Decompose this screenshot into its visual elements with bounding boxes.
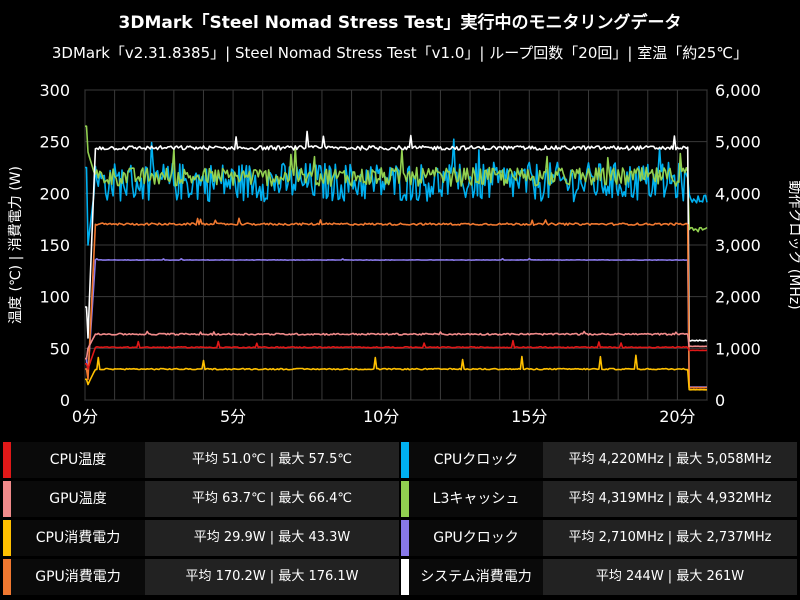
legend-color-swatch — [401, 520, 409, 556]
series-line — [85, 217, 708, 389]
legend-color-swatch — [3, 481, 11, 517]
legend-series-name: システム消費電力 — [409, 559, 543, 595]
y-tick-label: 250 — [39, 133, 70, 152]
x-tick-label: 10分 — [363, 407, 399, 426]
legend-color-swatch — [401, 559, 409, 595]
y-tick-label: 300 — [39, 81, 70, 100]
legend-series-value: 平均 29.9W | 最大 43.3W — [145, 520, 399, 556]
chart-title: 3DMark「Steel Nomad Stress Test」実行中のモニタリン… — [118, 13, 682, 33]
legend-item: システム消費電力 平均 244W | 最大 261W — [401, 559, 797, 595]
x-tick-label: 20分 — [659, 407, 695, 426]
y2-tick-label: 1,000 — [715, 339, 761, 358]
legend-color-swatch — [3, 520, 11, 556]
series-line — [85, 339, 708, 370]
axis-labels: 0 0 50 1,000 100 2,000 150 3,000 200 4,000 250 5,00… — [39, 81, 760, 426]
y2-tick-label: 0 — [715, 391, 725, 410]
legend-item: CPU温度 平均 51.0℃ | 最大 57.5℃ — [3, 442, 399, 478]
y2-tick-label: 5,000 — [715, 133, 761, 152]
legend-series-value: 平均 2,710MHz | 最大 2,737MHz — [543, 520, 797, 556]
legend-color-swatch — [3, 442, 11, 478]
chart-subtitle: 3DMark「v2.31.8385」| Steel Nomad Stress T… — [51, 44, 749, 62]
legend-series-name: CPU温度 — [11, 442, 145, 478]
legend-series-value: 平均 4,319MHz | 最大 4,932MHz — [543, 481, 797, 517]
y-tick-label: 200 — [39, 184, 70, 203]
series-line — [85, 354, 707, 391]
legend-item: GPU温度 平均 63.7℃ | 最大 66.4℃ — [3, 481, 399, 517]
y2-axis-label: 動作クロック (MHz) — [786, 180, 800, 309]
legend-series-name: CPUクロック — [409, 442, 543, 478]
series-line — [85, 257, 707, 388]
x-tick-label: 15分 — [511, 407, 547, 426]
legend-item: GPUクロック 平均 2,710MHz | 最大 2,737MHz — [401, 520, 797, 556]
legend-color-swatch — [401, 442, 409, 478]
y2-tick-label: 2,000 — [715, 288, 761, 307]
legend-series-value: 平均 4,220MHz | 最大 5,058MHz — [543, 442, 797, 478]
legend-item: CPU消費電力 平均 29.9W | 最大 43.3W — [3, 520, 399, 556]
y2-tick-label: 3,000 — [715, 236, 761, 255]
legend-series-value: 平均 244W | 最大 261W — [543, 559, 797, 595]
legend-series-name: GPU温度 — [11, 481, 145, 517]
legend-item: GPU消費電力 平均 170.2W | 最大 176.1W — [3, 559, 399, 595]
y2-tick-label: 4,000 — [715, 184, 761, 203]
x-tick-label: 0分 — [72, 407, 98, 426]
legend: CPU温度 平均 51.0℃ | 最大 57.5℃ CPUクロック 平均 4,220M… — [0, 440, 800, 600]
y-tick-label: 50 — [50, 339, 70, 358]
x-tick-label: 5分 — [220, 407, 246, 426]
legend-item: CPUクロック 平均 4,220MHz | 最大 5,058MHz — [401, 442, 797, 478]
legend-color-swatch — [401, 481, 409, 517]
legend-item: L3キャッシュ 平均 4,319MHz | 最大 4,932MHz — [401, 481, 797, 517]
y-tick-label: 100 — [39, 288, 70, 307]
legend-series-name: L3キャッシュ — [409, 481, 543, 517]
y2-tick-label: 6,000 — [715, 81, 761, 100]
series-line — [85, 138, 708, 246]
legend-series-value: 平均 170.2W | 最大 176.1W — [145, 559, 399, 595]
y-axis-label: 温度 (℃) | 消費電力 (W) — [8, 166, 24, 324]
line-chart: 0 0 50 1,000 100 2,000 150 3,000 200 4,000 250 5,00… — [8, 81, 800, 426]
legend-series-value: 平均 63.7℃ | 最大 66.4℃ — [145, 481, 399, 517]
series-line — [85, 330, 707, 360]
legend-series-name: GPUクロック — [409, 520, 543, 556]
series-line — [85, 130, 708, 342]
legend-color-swatch — [3, 559, 11, 595]
series-group — [85, 125, 708, 391]
y-tick-label: 0 — [60, 391, 70, 410]
legend-series-value: 平均 51.0℃ | 最大 57.5℃ — [145, 442, 399, 478]
legend-series-name: GPU消費電力 — [11, 559, 145, 595]
y-tick-label: 150 — [39, 236, 70, 255]
series-line — [85, 125, 708, 233]
legend-series-name: CPU消費電力 — [11, 520, 145, 556]
